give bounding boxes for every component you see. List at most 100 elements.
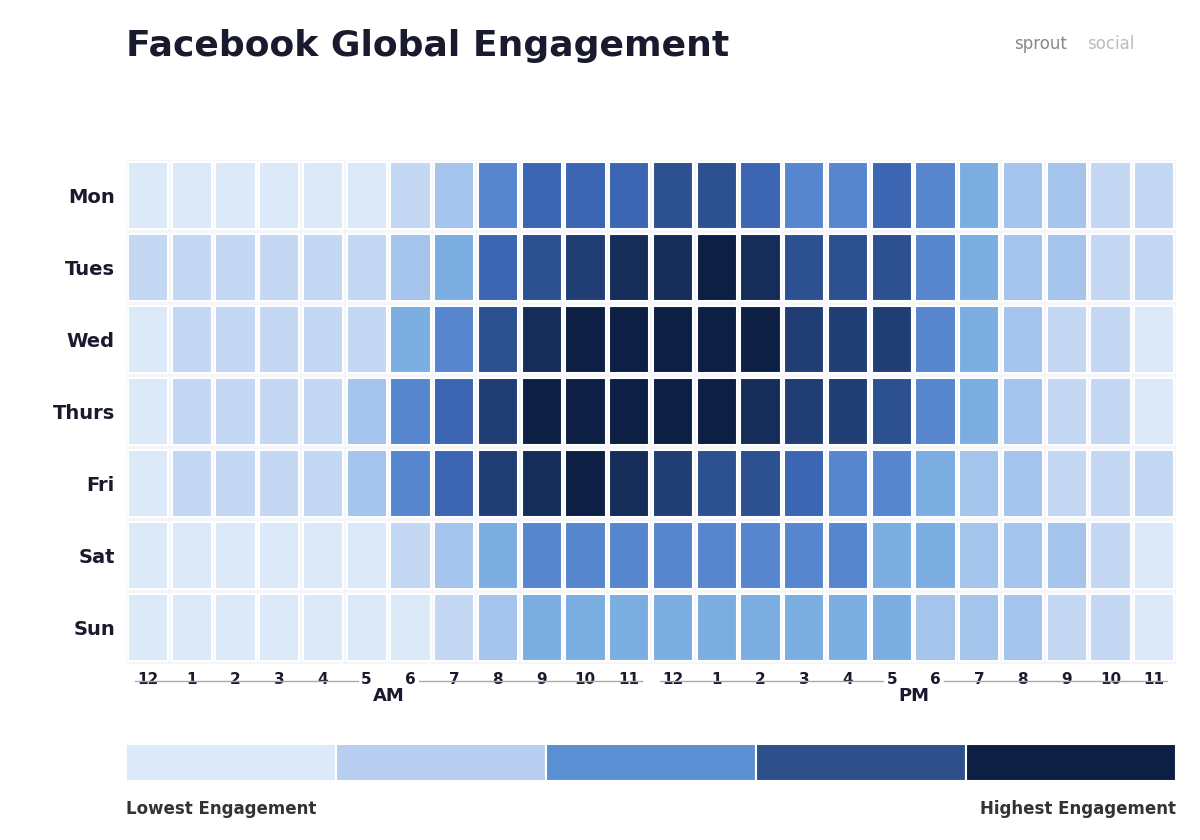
Bar (347, 234, 386, 301)
Bar (653, 379, 694, 444)
Bar (390, 379, 431, 444)
Bar (1091, 234, 1130, 301)
Bar (434, 522, 474, 589)
Bar (1134, 234, 1175, 301)
Bar (740, 450, 780, 517)
Bar (172, 234, 211, 301)
Bar (1046, 307, 1087, 373)
Bar (127, 379, 168, 444)
Text: Facebook Global Engagement: Facebook Global Engagement (126, 29, 730, 63)
Bar (1134, 307, 1175, 373)
Bar (1046, 595, 1087, 661)
Bar (302, 162, 343, 228)
Bar (390, 234, 431, 301)
Bar (696, 307, 737, 373)
Bar (478, 522, 518, 589)
Bar (610, 162, 649, 228)
Bar (390, 595, 431, 661)
Bar (522, 234, 562, 301)
Bar (302, 595, 343, 661)
Bar (347, 450, 386, 517)
Bar (565, 162, 606, 228)
Bar (302, 450, 343, 517)
Bar (522, 595, 562, 661)
Bar (259, 379, 299, 444)
Bar (1003, 234, 1043, 301)
Bar (1046, 234, 1087, 301)
Bar (126, 744, 336, 781)
Bar (302, 307, 343, 373)
Bar (215, 162, 256, 228)
Bar (259, 595, 299, 661)
Bar (215, 307, 256, 373)
Bar (522, 450, 562, 517)
Bar (1046, 162, 1087, 228)
Bar (784, 162, 824, 228)
Bar (828, 522, 868, 589)
Bar (916, 595, 955, 661)
Text: PM: PM (898, 686, 929, 705)
Bar (1091, 379, 1130, 444)
Bar (916, 450, 955, 517)
Bar (828, 379, 868, 444)
Bar (653, 522, 694, 589)
Bar (215, 522, 256, 589)
Bar (390, 162, 431, 228)
Bar (259, 450, 299, 517)
Bar (610, 307, 649, 373)
Bar (916, 379, 955, 444)
Bar (172, 307, 211, 373)
Bar (1003, 379, 1043, 444)
Text: AM: AM (373, 686, 404, 705)
Bar (828, 162, 868, 228)
Text: social: social (1087, 35, 1134, 53)
Bar (390, 450, 431, 517)
Bar (172, 522, 211, 589)
Bar (916, 522, 955, 589)
Bar (740, 234, 780, 301)
Bar (259, 307, 299, 373)
Bar (871, 522, 912, 589)
Bar (740, 522, 780, 589)
Bar (127, 162, 168, 228)
Bar (871, 450, 912, 517)
Bar (522, 307, 562, 373)
Bar (1046, 522, 1087, 589)
Bar (127, 450, 168, 517)
Bar (390, 307, 431, 373)
Bar (610, 234, 649, 301)
Bar (1091, 595, 1130, 661)
Bar (959, 162, 1000, 228)
Bar (172, 595, 211, 661)
Bar (828, 307, 868, 373)
Bar (172, 450, 211, 517)
Bar (871, 307, 912, 373)
Bar (127, 307, 168, 373)
Bar (696, 379, 737, 444)
Bar (546, 744, 756, 781)
Bar (347, 162, 386, 228)
Bar (1134, 379, 1175, 444)
Bar (653, 162, 694, 228)
Bar (959, 379, 1000, 444)
Text: sprout: sprout (1014, 35, 1067, 53)
Bar (871, 379, 912, 444)
Bar (653, 307, 694, 373)
Bar (871, 162, 912, 228)
Bar (959, 522, 1000, 589)
Bar (215, 450, 256, 517)
Bar (336, 744, 546, 781)
Bar (434, 595, 474, 661)
Bar (916, 307, 955, 373)
Bar (1003, 595, 1043, 661)
Bar (478, 234, 518, 301)
Bar (1134, 450, 1175, 517)
Bar (1046, 379, 1087, 444)
Bar (696, 234, 737, 301)
Bar (302, 522, 343, 589)
Bar (653, 595, 694, 661)
Bar (1134, 162, 1175, 228)
Bar (871, 595, 912, 661)
Bar (828, 234, 868, 301)
Bar (390, 522, 431, 589)
